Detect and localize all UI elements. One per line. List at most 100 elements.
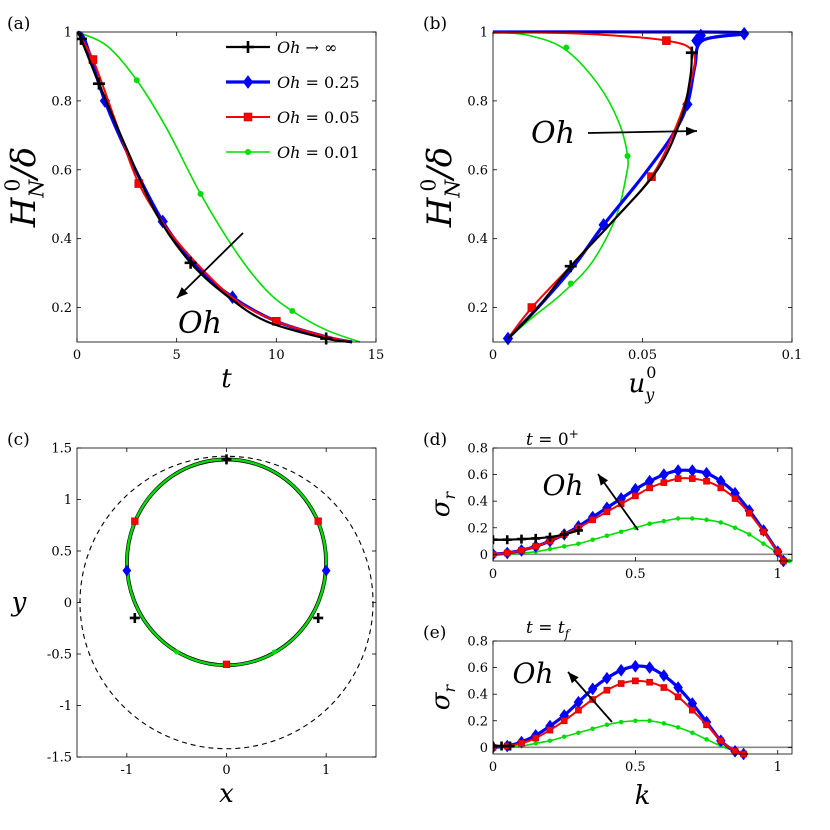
panel-b-annotation-text: Oh xyxy=(531,116,575,151)
panel-e-marker-square-11 xyxy=(646,678,653,686)
panel-a-marker-plus-2 xyxy=(184,256,197,269)
panel-d-xtick-label-0: 0 xyxy=(489,567,497,582)
panel-e-ytick-label-3: 0.6 xyxy=(467,661,488,676)
panel-e-marker-diamond-13 xyxy=(673,681,683,694)
panel-c-ytick-label-3: 0 xyxy=(64,596,72,611)
panel-a-annotation-arrow xyxy=(176,232,244,299)
panel-e-marker-dot-12 xyxy=(661,721,667,726)
panel-e-marker-square-10 xyxy=(632,677,639,685)
panel-d-series-square xyxy=(493,477,785,562)
panel-e-plot-area xyxy=(493,659,792,760)
panel-d-marker-dot-5 xyxy=(561,544,567,549)
panel-d-annotation-arrow xyxy=(597,473,639,531)
panel-a-marker-plus-1 xyxy=(92,77,105,90)
legend-label-0: Oh → ∞ xyxy=(277,38,337,57)
legend-label-2: Oh = 0.05 xyxy=(277,108,360,127)
panel-a-xtick-label-3: 15 xyxy=(368,348,385,363)
panel-d-ytick-label-4: 0.8 xyxy=(467,442,488,457)
panel-e-label: (e) xyxy=(423,623,446,643)
panel-e-marker-square-3 xyxy=(532,734,540,742)
panel-b-annotation-arrow-head xyxy=(685,126,697,136)
panel-e-marker-diamond-11 xyxy=(644,661,655,674)
panel-b-xtick-label-2: 0.1 xyxy=(782,348,803,363)
panel-d-annotation-arrow-head xyxy=(598,474,609,486)
panel-d-marker-square-12 xyxy=(660,479,668,486)
panel-e-marker-square-9 xyxy=(617,680,625,687)
panel-e-xtick-label-0: 0 xyxy=(489,760,497,775)
panel-d-marker-diamond-13 xyxy=(673,464,683,477)
panel-c: -1 0 1 -1.5 -1 -0.5 0 0.5 1 1.5 (c) y x xyxy=(7,430,377,809)
panel-a-marker-dot-2 xyxy=(289,308,296,314)
panel-e-marker-plus-0 xyxy=(493,741,498,751)
panel-d-marker-square-13 xyxy=(674,475,682,482)
panel-a-marker-dot-1 xyxy=(197,190,204,197)
panel-d-marker-dot-16 xyxy=(718,520,724,525)
panel-a-legend: Oh → ∞ Oh = 0.25 Oh = 0.05 Oh = 0.01 xyxy=(226,38,360,162)
panel-b-marker-dot-1 xyxy=(624,153,631,159)
panel-c-ytick-label-2: -0.5 xyxy=(47,648,72,663)
panel-b-label: (b) xyxy=(423,14,447,34)
panel-d-marker-plus-4 xyxy=(545,532,555,542)
panel-d-marker-dot-4 xyxy=(547,546,553,552)
panel-c-marker-dot-0 xyxy=(174,649,180,655)
dashed-ellipse xyxy=(79,455,374,750)
panel-a-marker-plus-3 xyxy=(320,332,333,345)
panel-a: 0 5 10 15 0.2 0.4 0.6 0.8 1 (a) HN0/δ t Oh Oh → ∞ Oh =… xyxy=(1,14,385,394)
panel-b-annotation-arrow xyxy=(587,130,698,134)
panel-c-xtick-label-0: -1 xyxy=(120,763,133,778)
panel-d-marker-square-15 xyxy=(703,477,710,485)
panel-c-marker-diamond-0 xyxy=(122,564,132,577)
panel-c-marker-dot-1 xyxy=(271,649,277,655)
panel-d-xtick-label-2: 1 xyxy=(774,567,782,582)
panel-a-series-dot xyxy=(77,31,361,343)
panel-d-marker-plus-2 xyxy=(516,534,526,544)
panel-b-marker-dot-0 xyxy=(567,280,574,287)
panel-a-label: (a) xyxy=(7,14,30,34)
panel-c-frame xyxy=(76,447,377,758)
panel-e-marker-diamond-10 xyxy=(630,659,641,673)
panel-e-marker-diamond-8 xyxy=(602,671,612,685)
panel-b-marker-square-0 xyxy=(527,303,537,312)
panel-e-marker-diamond-7 xyxy=(587,682,598,696)
panel-d-marker-square-11 xyxy=(646,484,653,492)
panel-d-marker-diamond-12 xyxy=(659,468,669,481)
panel-d-label: (d) xyxy=(423,430,447,450)
panel-c-marker-plus-0 xyxy=(221,454,232,465)
panel-e-ylabel: σr xyxy=(426,683,459,710)
panel-a-plot-area xyxy=(77,30,361,345)
panel-d-marker-square-14 xyxy=(689,475,696,482)
panel-a-marker-plus-0 xyxy=(77,32,87,45)
panel-e-marker-square-8 xyxy=(603,686,611,694)
panel-c-ytick-label-0: -1.5 xyxy=(47,751,72,766)
panel-c-marker-square-1 xyxy=(314,517,322,525)
panel-e-marker-diamond-9 xyxy=(616,663,626,677)
panel-e-xtick-label-2: 1 xyxy=(774,760,782,775)
panel-e-marker-plus-2 xyxy=(505,741,515,751)
panel-a-xtick-label-0: 0 xyxy=(73,348,81,363)
circle-interface-inner xyxy=(128,460,325,665)
panel-b-series-plus xyxy=(507,52,693,340)
panel-b-ytick-label-4: 1 xyxy=(480,26,488,41)
panel-d-ytick-label-2: 0.4 xyxy=(467,495,488,510)
panel-d: 0 0.5 1 0 0.2 0.4 0.6 0.8 (d) σr t = 0+ Oh xyxy=(423,427,793,582)
panel-a-ytick-label-3: 0.8 xyxy=(51,94,72,109)
panel-b-ytick-label-1: 0.4 xyxy=(467,232,488,247)
panel-e-marker-square-5 xyxy=(560,717,568,725)
panel-c-ytick-label-4: 0.5 xyxy=(51,545,72,560)
panel-e-annotation-arrow-head xyxy=(568,672,579,684)
panel-e-annotation-arrow xyxy=(567,671,613,723)
panel-b: 0 0.05 0.1 0.2 0.4 0.6 0.8 1 (b) HN0/δ uy0 Oh xyxy=(417,14,803,404)
panel-d-marker-plus-3 xyxy=(531,533,541,543)
panel-e-marker-dot-15 xyxy=(704,737,709,742)
panel-d-ytick-label-0: 0 xyxy=(480,548,488,563)
panel-b-series-diamond xyxy=(493,30,746,340)
panel-b-ytick-label-2: 0.6 xyxy=(467,163,488,178)
panel-c-marker-square-0 xyxy=(131,517,139,525)
panel-e-annotation-text: Oh xyxy=(513,657,554,690)
panel-c-ylabel: y xyxy=(11,588,27,618)
panel-a-series-square xyxy=(77,31,353,343)
panel-c-ytick-label-6: 1.5 xyxy=(51,442,72,457)
panel-a-xtick-label-2: 10 xyxy=(268,348,285,363)
panel-d-ytick-label-1: 0.2 xyxy=(467,521,488,536)
panel-b-xtick-label-0: 0 xyxy=(489,348,497,363)
